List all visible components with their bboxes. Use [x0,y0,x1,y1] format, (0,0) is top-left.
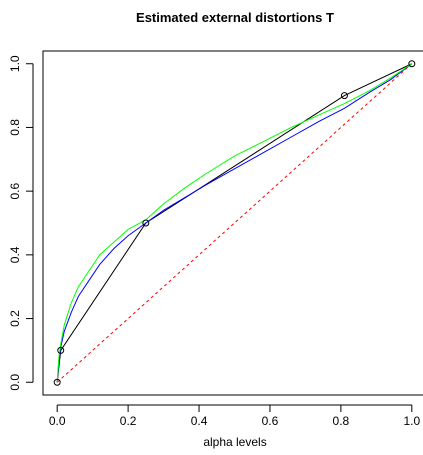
y-tick-label: 0.8 [8,119,22,136]
plot-box [42,50,423,396]
data-point-marker [142,219,150,227]
x-tick-label: 1.0 [403,414,420,428]
y-tick-label: 0.0 [8,374,22,391]
data-point-marker [57,346,65,354]
y-tick-label: 0.6 [8,182,22,199]
y-axis: 0.0 0.2 0.4 0.6 0.8 1.0 [8,55,34,391]
x-axis-label: alpha levels [203,435,266,449]
marker-layer [53,60,416,386]
data-point-marker [408,60,416,68]
x-tick-label: 0.8 [333,414,350,428]
y-tick-label: 0.4 [8,246,22,263]
series-3-line [56,63,413,383]
data-point-marker [340,92,348,100]
x-tick-label: 0.2 [120,414,137,428]
y-tick-label: 1.0 [8,55,22,72]
x-tick-label: 0.6 [262,414,279,428]
y-tick-label: 0.2 [8,310,22,327]
series-layer [56,63,413,383]
x-tick-label: 0.0 [49,414,66,428]
chart-title: Estimated external distortions T [136,10,334,25]
x-tick-label: 0.4 [191,414,208,428]
data-point-marker [53,378,61,386]
series-2-line [56,63,413,383]
series-1-line [56,63,413,383]
series-0-line [56,63,413,383]
x-axis: 0.0 0.2 0.4 0.6 0.8 1.0 [49,404,420,428]
